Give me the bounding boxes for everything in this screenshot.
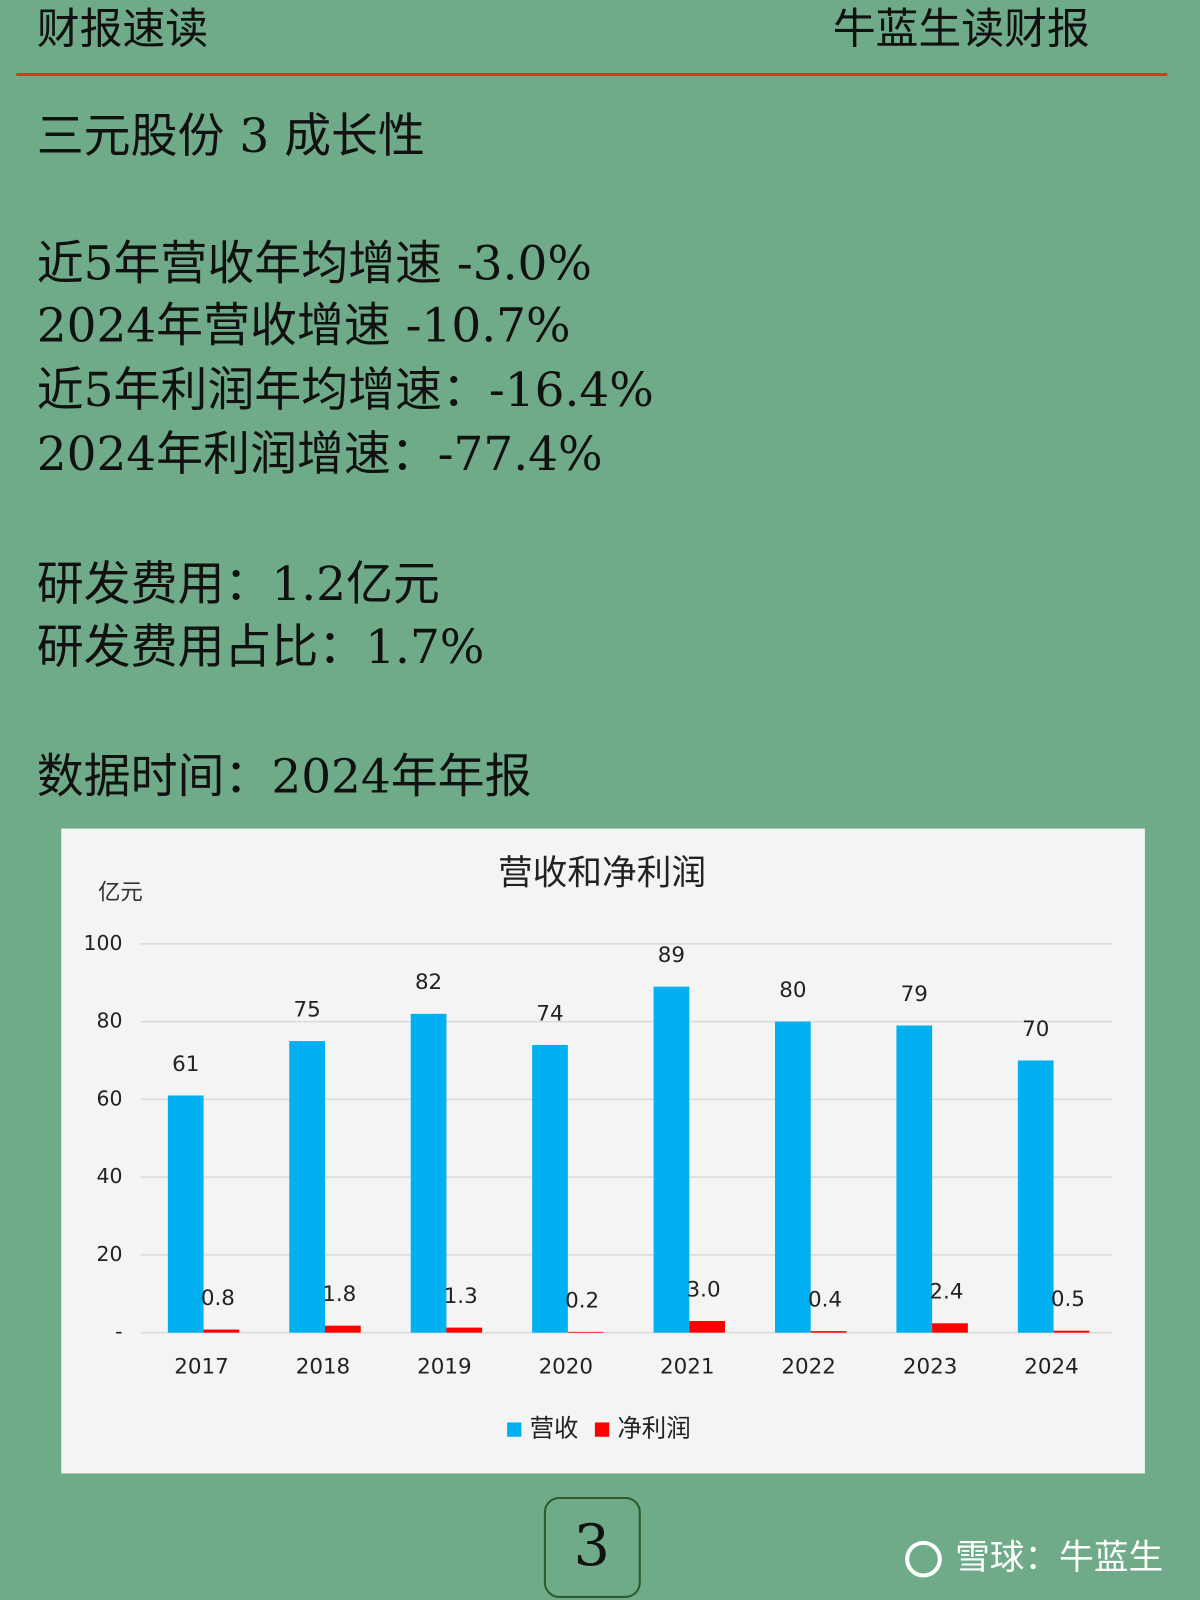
data-label: 61	[172, 1052, 199, 1077]
bar	[289, 1041, 325, 1333]
bar	[775, 1021, 811, 1333]
x-tick-label: 2023	[903, 1354, 957, 1379]
legend-label: 净利润	[617, 1414, 690, 1443]
data-label: 0.8	[201, 1286, 235, 1311]
chart-title: 营收和净利润	[498, 853, 706, 893]
y-axis-label: 亿元	[98, 879, 143, 905]
bar	[896, 1025, 933, 1333]
data-label: 74	[536, 1001, 563, 1026]
bar	[653, 986, 690, 1333]
data-label: 80	[779, 978, 806, 1003]
bar	[689, 1320, 725, 1333]
y-tick-label: 60	[96, 1086, 122, 1110]
bar	[1053, 1330, 1090, 1333]
bar	[1017, 1060, 1054, 1333]
data-label: 0.4	[808, 1287, 842, 1312]
data-label: 0.5	[1051, 1287, 1085, 1312]
legend-label: 营收	[530, 1414, 579, 1443]
data-label: 1.8	[322, 1282, 356, 1307]
bar	[446, 1327, 483, 1333]
x-tick-label: 2020	[539, 1354, 593, 1379]
page-number-box	[543, 1496, 641, 1598]
page-number: 3	[574, 1513, 610, 1579]
bar	[410, 1013, 447, 1333]
text-line: 数据时间：2024年年报	[37, 750, 532, 805]
data-label: 70	[1022, 1017, 1049, 1042]
x-tick-label: 2021	[660, 1354, 714, 1379]
data-label: 75	[294, 997, 321, 1022]
y-tick-label: -	[115, 1320, 122, 1344]
bar	[203, 1329, 240, 1333]
bar	[325, 1325, 361, 1333]
y-tick-label: 80	[96, 1009, 122, 1033]
data-label: 1.3	[444, 1284, 478, 1309]
x-tick-label: 2022	[781, 1354, 835, 1379]
data-label: 79	[901, 982, 928, 1007]
x-tick-label: 2019	[417, 1354, 471, 1379]
page-title: 三元股份 3 成长性	[37, 109, 425, 164]
data-label: 89	[658, 943, 685, 968]
data-label: 0.2	[565, 1288, 599, 1313]
bar	[810, 1331, 847, 1333]
text-line: 近5年营收年均增速 -3.0%	[37, 236, 592, 291]
legend-swatch	[594, 1422, 610, 1437]
header-left: 财报速读	[37, 5, 208, 55]
text-lines: 近5年营收年均增速 -3.0% 2024年营收增速 -10.7% 近5年利润年均增速…	[37, 236, 654, 804]
text-line: 2024年利润增速：-77.4%	[37, 427, 603, 482]
text-line: 2024年营收增速 -10.7%	[37, 299, 571, 354]
text-line: 研发费用：1.2亿元	[37, 557, 440, 612]
legend-swatch	[507, 1422, 522, 1437]
bar	[567, 1331, 604, 1333]
y-tick-label: 100	[84, 931, 123, 955]
bar	[167, 1095, 204, 1333]
bar	[532, 1044, 568, 1333]
text-line: 研发费用占比：1.7%	[37, 620, 485, 675]
x-tick-label: 2017	[174, 1354, 228, 1379]
data-label: 2.4	[929, 1280, 963, 1305]
y-tick-label: 40	[96, 1164, 122, 1188]
data-label: 82	[415, 970, 442, 995]
watermark-icon	[905, 1540, 942, 1578]
data-label: 3.0	[687, 1277, 721, 1302]
text-line: 近5年利润年均增速：-16.4%	[37, 363, 654, 418]
header-right: 牛蓝生读财报	[833, 5, 1090, 55]
x-tick-label: 2024	[1024, 1354, 1078, 1379]
y-tick-label: 20	[96, 1242, 122, 1266]
watermark: 雪球：牛蓝生	[955, 1538, 1163, 1578]
bar	[932, 1323, 968, 1333]
chart-panel	[61, 828, 1145, 1474]
x-tick-label: 2018	[296, 1354, 350, 1379]
